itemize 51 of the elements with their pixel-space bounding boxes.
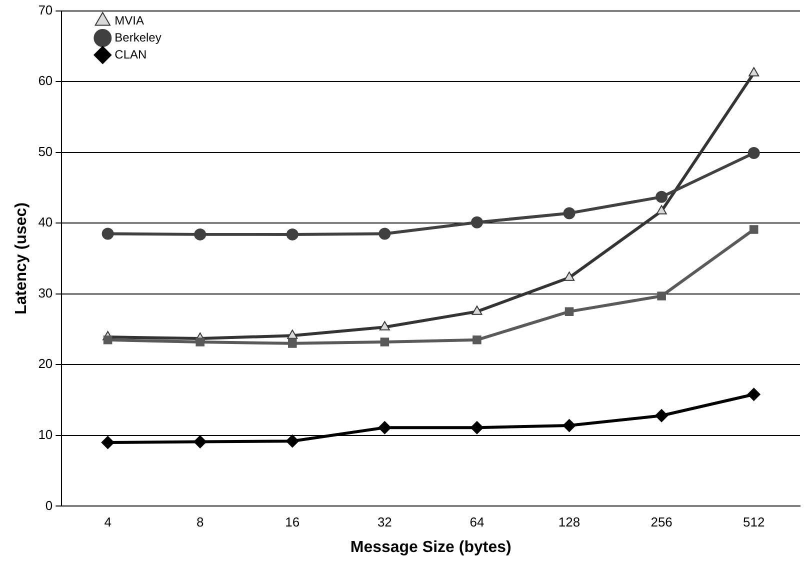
x-tick-label: 64: [470, 514, 484, 530]
x-tick-label: 16: [285, 514, 300, 530]
point: [103, 336, 112, 344]
point: [287, 330, 298, 339]
point: [749, 225, 758, 234]
x-tick-label: 8: [196, 514, 204, 530]
point: [470, 216, 483, 228]
point: [378, 421, 392, 434]
point: [101, 436, 114, 450]
point: [563, 207, 576, 220]
point: [194, 228, 206, 240]
y-axis-title: Latency (usec): [13, 202, 30, 315]
x-tick-label: 128: [558, 514, 580, 530]
point: [562, 419, 576, 432]
point: [564, 272, 575, 281]
x-tick-label: 4: [104, 514, 112, 530]
y-tick-label: 60: [38, 73, 53, 88]
point: [747, 388, 760, 401]
point: [655, 409, 668, 422]
y-tick-label: 40: [38, 214, 53, 230]
point: [748, 67, 760, 76]
point: [288, 339, 297, 348]
x-tick-label: 32: [377, 514, 392, 530]
point: [379, 321, 390, 330]
point: [196, 338, 204, 346]
point: [380, 338, 390, 346]
x-axis-title: Message Size (bytes): [350, 538, 512, 556]
point: [286, 228, 298, 240]
point: [286, 434, 299, 448]
point: [748, 147, 760, 160]
point: [378, 228, 391, 240]
y-tick-label: 50: [38, 144, 53, 159]
legend-label: MVIA: [114, 13, 144, 28]
y-tick-label: 20: [38, 356, 53, 372]
y-tick-label: 10: [38, 427, 53, 442]
y-tick-label: 0: [45, 498, 53, 513]
point: [656, 190, 668, 203]
point: [470, 421, 484, 434]
point: [656, 205, 667, 214]
x-tick-label: 256: [650, 514, 672, 530]
legend-label: CLAN: [114, 47, 147, 62]
legend-label: Berkeley: [114, 30, 162, 44]
point: [472, 336, 482, 344]
y-tick-label: 30: [38, 285, 53, 300]
x-tick-label: 512: [743, 514, 765, 530]
y-tick-label: 70: [38, 2, 53, 18]
point: [194, 435, 207, 448]
point: [657, 292, 666, 300]
point: [564, 307, 574, 316]
point: [472, 306, 482, 315]
point: [102, 228, 114, 240]
